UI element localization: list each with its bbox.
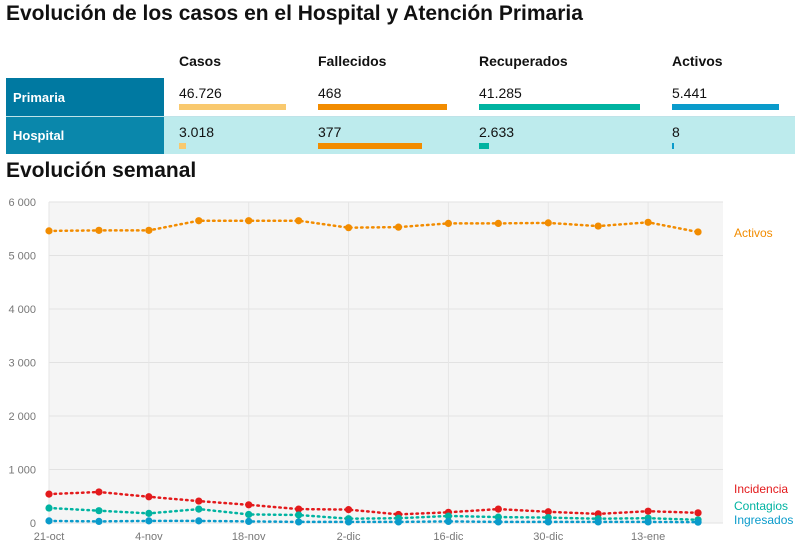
data-point-incidencia <box>644 507 652 515</box>
data-point-contagios <box>444 512 453 520</box>
data-point-activos <box>644 218 652 226</box>
x-tick-label: 13-ene <box>631 531 665 543</box>
x-tick-label: 30-dic <box>533 531 563 543</box>
value-primaria-fallecidos: 468 <box>318 85 342 101</box>
data-point-contagios <box>195 505 203 513</box>
y-tick-label: 5 000 <box>8 251 36 263</box>
data-point-activos <box>494 219 502 227</box>
data-point-incidencia <box>45 490 53 498</box>
y-tick-label: 1 000 <box>8 465 36 477</box>
data-point-activos <box>145 226 153 234</box>
data-point-activos <box>295 217 303 225</box>
data-point-incidencia <box>295 505 303 513</box>
data-point-ingresados <box>644 518 652 526</box>
bar-primaria-casos <box>179 104 286 110</box>
data-point-activos <box>594 222 602 230</box>
column-header-activos: Activos <box>672 53 723 69</box>
x-tick-label: 4-nov <box>135 531 163 543</box>
weekly-line-chart: 0 1 000 2 000 3 000 4 000 5 000 6 000 21-oct 4-n… <box>8 197 793 543</box>
x-tick-label: 18-nov <box>232 531 266 543</box>
series-line-contagios <box>47 506 700 522</box>
page-title: Evolución de los casos en el Hospital y … <box>6 2 583 25</box>
data-point-contagios <box>245 510 253 519</box>
data-point-ingresados <box>95 517 103 525</box>
bar-primaria-recuperados <box>479 104 640 110</box>
y-tick-label: 3 000 <box>8 358 36 370</box>
series-label-contagios: Contagios <box>734 499 788 513</box>
x-tick-label: 16-dic <box>433 531 463 543</box>
data-point-ingresados <box>145 517 153 525</box>
data-point-activos <box>95 226 103 234</box>
series-line-activos <box>47 219 700 234</box>
value-hospital-activos: 8 <box>672 124 680 140</box>
data-point-contagios <box>295 511 303 519</box>
data-point-ingresados <box>394 518 403 526</box>
y-tick-label: 0 <box>30 518 36 530</box>
data-point-activos <box>394 223 403 231</box>
value-hospital-recuperados: 2.633 <box>479 124 515 140</box>
data-point-ingresados <box>494 518 502 526</box>
data-point-ingresados <box>444 517 453 525</box>
value-primaria-recuperados: 41.285 <box>479 85 522 101</box>
data-point-ingresados <box>195 517 203 525</box>
table-row-hospital: Hospital 3.018 377 2.633 8 <box>6 117 795 154</box>
y-tick-label: 2 000 <box>8 411 36 423</box>
data-point-incidencia <box>245 501 253 509</box>
data-point-activos <box>344 224 353 232</box>
chart-subtitle: Evolución semanal <box>6 159 197 182</box>
column-header-recuperados: Recuperados <box>479 53 568 69</box>
value-hospital-casos: 3.018 <box>179 124 215 140</box>
bar-hospital-activos <box>672 143 674 149</box>
data-point-activos <box>694 228 702 236</box>
data-point-contagios <box>145 509 153 517</box>
x-tick-label: 2-dic <box>337 531 361 543</box>
series-label-activos: Activos <box>734 226 773 240</box>
value-primaria-activos: 5.441 <box>672 85 708 101</box>
y-tick-label: 6 000 <box>8 197 36 209</box>
data-point-activos <box>444 219 453 227</box>
series-label-incidencia: Incidencia <box>734 482 788 496</box>
row-label-hospital: Hospital <box>6 117 164 154</box>
data-point-incidencia <box>544 508 552 516</box>
bar-hospital-casos <box>179 143 186 149</box>
data-point-contagios <box>45 504 53 512</box>
data-point-incidencia <box>95 488 103 496</box>
data-point-incidencia <box>145 493 153 501</box>
data-point-ingresados <box>544 518 552 526</box>
x-tick-label: 21-oct <box>34 531 65 543</box>
bar-hospital-fallecidos <box>318 143 422 149</box>
series-line-incidencia <box>47 490 700 516</box>
series-line-ingresados <box>47 519 700 524</box>
data-point-incidencia <box>694 509 702 517</box>
data-point-ingresados <box>694 518 702 526</box>
data-point-activos <box>45 227 53 235</box>
column-header-casos: Casos <box>179 53 222 69</box>
bar-primaria-fallecidos <box>318 104 447 110</box>
value-primaria-casos: 46.726 <box>179 85 222 101</box>
y-tick-label: 4 000 <box>8 304 36 316</box>
data-point-incidencia <box>344 506 353 514</box>
data-point-ingresados <box>45 517 53 525</box>
data-point-activos <box>544 219 552 227</box>
data-point-incidencia <box>494 505 502 513</box>
table-row-primaria: Primaria 46.726 468 41.285 5.441 <box>6 78 795 117</box>
bar-hospital-recuperados <box>479 143 490 149</box>
row-label-primaria: Primaria <box>6 78 164 116</box>
data-point-activos <box>195 217 203 225</box>
data-point-contagios <box>95 507 103 515</box>
series-label-ingresados: Ingresados <box>734 513 793 527</box>
bar-primaria-activos <box>672 104 779 110</box>
data-point-ingresados <box>594 518 602 526</box>
data-point-activos <box>245 217 253 225</box>
value-hospital-fallecidos: 377 <box>318 124 342 140</box>
column-header-fallecidos: Fallecidos <box>318 53 387 69</box>
data-point-ingresados <box>344 518 353 526</box>
data-point-incidencia <box>195 497 203 505</box>
data-point-ingresados <box>295 518 303 526</box>
data-point-ingresados <box>245 517 253 525</box>
